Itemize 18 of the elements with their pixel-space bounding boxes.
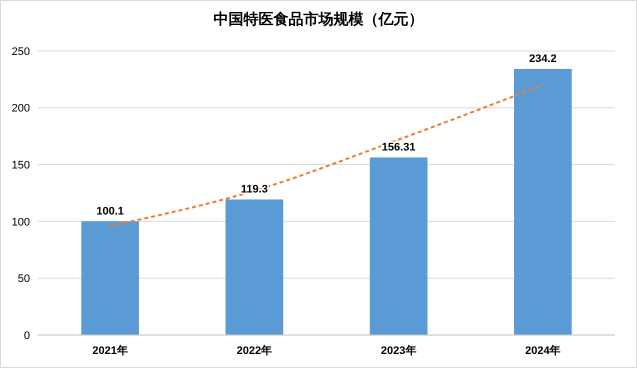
bar (81, 221, 139, 335)
x-tick-label: 2023年 (380, 344, 416, 357)
data-label: 156.31 (382, 141, 416, 154)
y-tick-label: 100 (12, 216, 30, 228)
x-tick-label: 2022年 (236, 344, 272, 357)
y-tick-label: 150 (12, 159, 30, 172)
y-tick-label: 200 (12, 102, 30, 115)
bar (370, 157, 428, 335)
y-tick-label: 50 (18, 273, 30, 286)
y-tick-label: 250 (12, 46, 30, 58)
chart-title: 中国特医食品市场规模（亿元） (214, 10, 424, 28)
x-tick-label: 2021年 (92, 344, 128, 357)
y-tick-label: 0 (24, 330, 30, 342)
bar (514, 68, 572, 335)
bar (226, 199, 284, 335)
x-tick-label: 2024年 (525, 344, 561, 357)
data-label: 234.2 (529, 52, 557, 65)
data-label: 100.1 (96, 205, 124, 218)
